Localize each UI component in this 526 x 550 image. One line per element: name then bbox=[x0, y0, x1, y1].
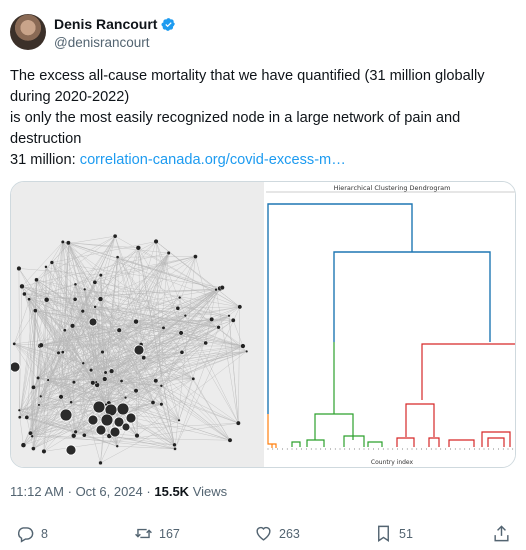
reply-count: 8 bbox=[41, 526, 48, 541]
meta-separator: · bbox=[146, 484, 151, 499]
verified-badge-icon bbox=[161, 17, 176, 31]
post-line: is only the most easily recognized node … bbox=[10, 110, 461, 126]
dendrogram-xlabel: Country index bbox=[371, 459, 414, 466]
action-bar: 8 167 263 51 bbox=[10, 524, 516, 546]
bookmark-icon bbox=[378, 525, 389, 542]
post-text: The excess all-cause mortality that we h… bbox=[10, 66, 510, 171]
author-handle[interactable]: @denisrancourt bbox=[54, 35, 150, 50]
post-line: The excess all-cause mortality that we h… bbox=[10, 68, 485, 84]
repost-button[interactable]: 167 bbox=[134, 524, 180, 543]
post-header: Denis Rancourt @denisrancourt bbox=[10, 12, 516, 54]
avatar[interactable] bbox=[10, 14, 46, 50]
post-meta: 11:12 AM · Oct 6, 2024 · 15.5K Views bbox=[10, 484, 227, 499]
post-date[interactable]: Oct 6, 2024 bbox=[75, 484, 143, 499]
media-image[interactable]: Hierarchical Clustering Dendrogram bbox=[10, 181, 516, 468]
author-name-row: Denis Rancourt bbox=[54, 16, 176, 32]
dendrogram-image: Hierarchical Clustering Dendrogram bbox=[264, 182, 515, 467]
bookmark-button[interactable]: 51 bbox=[374, 524, 413, 543]
meta-separator: · bbox=[67, 484, 72, 499]
reply-button[interactable]: 8 bbox=[16, 524, 48, 543]
views-label: Views bbox=[192, 484, 228, 499]
heart-icon bbox=[256, 526, 271, 541]
share-icon bbox=[494, 525, 509, 542]
network-graph-image bbox=[11, 182, 264, 467]
bookmark-count: 51 bbox=[399, 526, 413, 541]
like-count: 263 bbox=[279, 526, 300, 541]
post-link[interactable]: correlation-canada.org/covid-excess-m… bbox=[79, 152, 346, 168]
dendrogram-title: Hierarchical Clustering Dendrogram bbox=[334, 184, 451, 192]
views-count: 15.5K bbox=[154, 484, 190, 499]
like-button[interactable]: 263 bbox=[254, 524, 300, 543]
share-button[interactable] bbox=[492, 524, 511, 543]
reply-icon bbox=[17, 527, 34, 543]
post-line: destruction bbox=[10, 131, 82, 147]
repost-icon bbox=[135, 528, 152, 539]
post-time[interactable]: 11:12 AM bbox=[10, 484, 64, 499]
post-line: during 2020-2022) bbox=[10, 89, 130, 105]
post-link-line: 31 million: correlation-canada.org/covid… bbox=[10, 150, 510, 171]
link-prefix: 31 million: bbox=[10, 152, 80, 168]
repost-count: 167 bbox=[159, 526, 180, 541]
author-name[interactable]: Denis Rancourt bbox=[54, 16, 158, 32]
